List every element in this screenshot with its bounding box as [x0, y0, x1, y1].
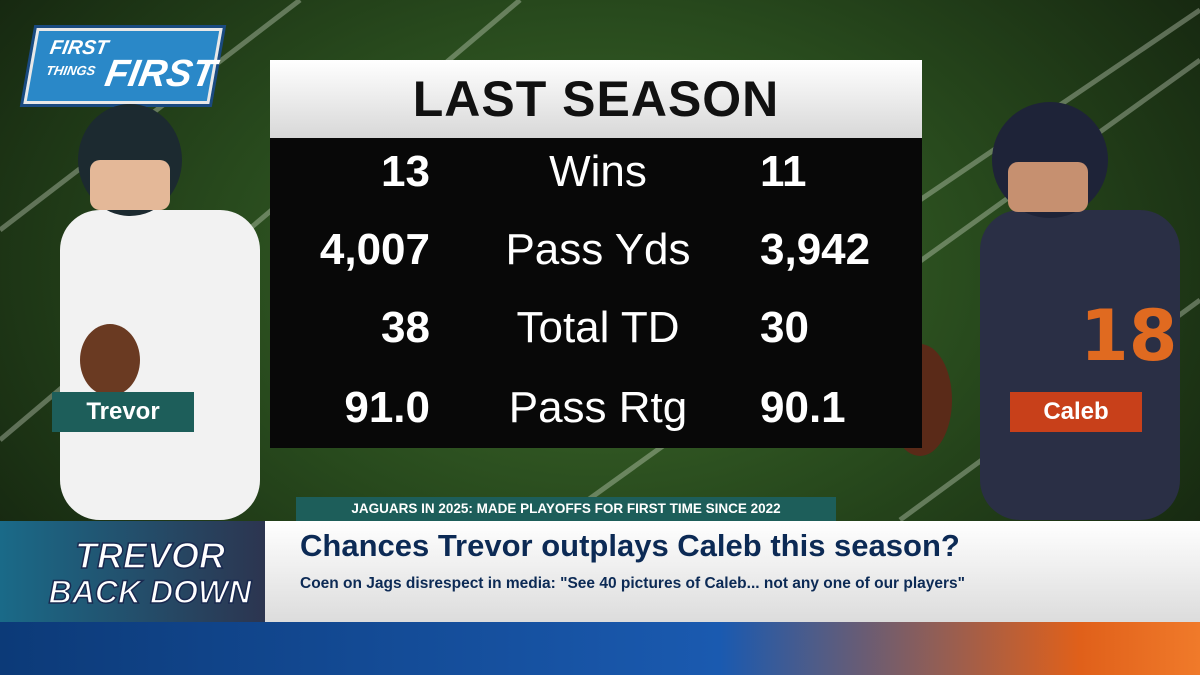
subhead: Coen on Jags disrespect in media: "See 4… — [300, 575, 966, 592]
logo-text: FIRST — [101, 53, 220, 95]
promo-box — [0, 521, 265, 622]
promo-text: BACK DOWN — [48, 573, 252, 611]
player-left-figure — [60, 104, 260, 520]
stat-value: 91.0 — [344, 383, 430, 432]
stat-name: Pass Rtg — [508, 383, 688, 432]
headline: Chances Trevor outplays Caleb this seaso… — [300, 528, 960, 563]
stats-title: LAST SEASON — [270, 60, 922, 138]
stat-value: 13 — [381, 147, 430, 196]
stat-name: Total TD — [516, 303, 680, 352]
stat-value: 90.1 — [760, 383, 846, 432]
logo-text: THINGS — [44, 63, 97, 78]
stat-value: 3,942 — [760, 225, 871, 274]
logo-text: FIRST — [48, 37, 110, 59]
stat-name: Pass Yds — [505, 225, 691, 274]
stat-value: 11 — [760, 147, 807, 196]
stat-value: 30 — [760, 303, 809, 352]
player-tag: Trevor — [52, 392, 194, 432]
player-tag: Caleb — [1010, 392, 1142, 432]
show-logo: FIRST THINGS FIRST — [23, 28, 223, 104]
stat-value: 4,007 — [319, 225, 430, 274]
stat-value: 38 — [381, 303, 430, 352]
ticker: JAGUARS IN 2025: MADE PLAYOFFS FOR FIRST… — [296, 497, 836, 521]
svg-text:18: 18 — [1080, 295, 1177, 377]
stat-name: Wins — [549, 147, 647, 196]
bottom-strip — [0, 622, 1200, 675]
promo-text: TREVOR — [74, 534, 226, 577]
headline-band — [265, 521, 1200, 622]
player-right-figure: 18 — [888, 102, 1180, 520]
